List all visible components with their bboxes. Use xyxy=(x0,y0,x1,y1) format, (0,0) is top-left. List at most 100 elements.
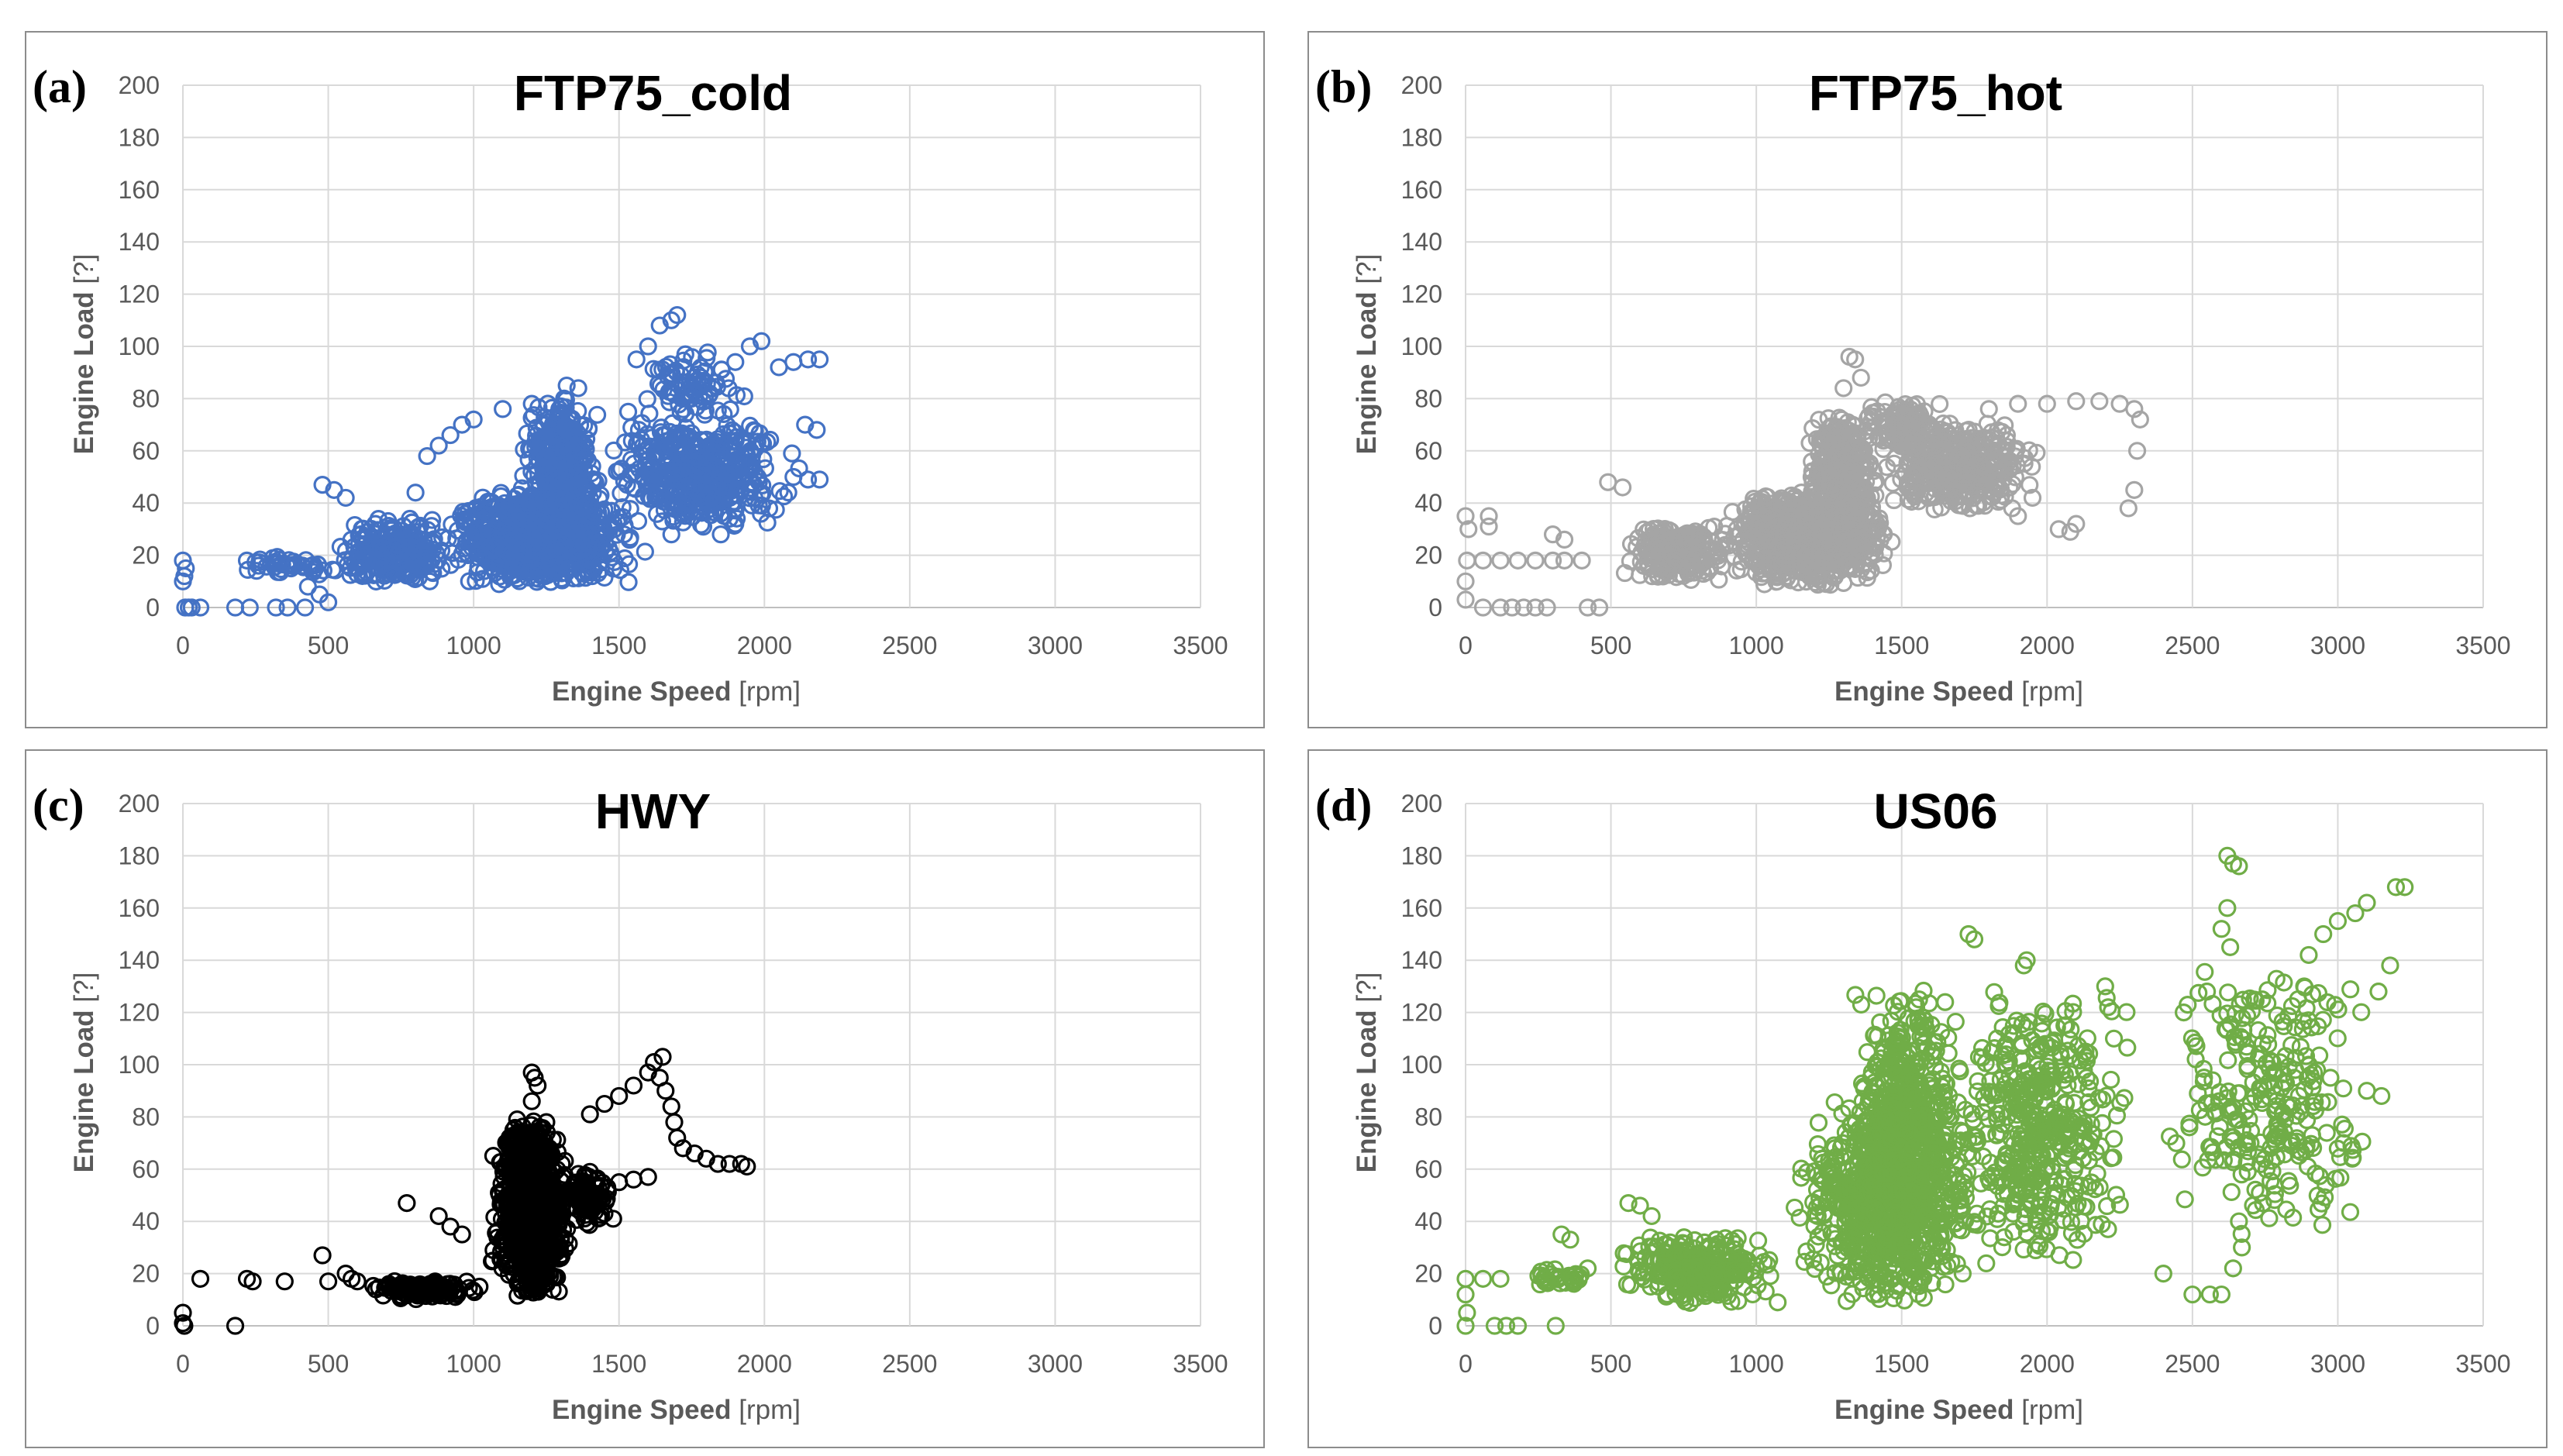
data-point xyxy=(2049,520,2068,539)
x-tick-label: 3000 xyxy=(1028,1350,1083,1378)
data-point xyxy=(548,453,567,473)
data-point xyxy=(453,545,471,563)
data-point xyxy=(406,484,425,502)
y-axis-label-unit: [?] xyxy=(69,254,99,284)
data-point xyxy=(405,549,423,567)
data-point xyxy=(668,305,687,325)
y-tick-label: 120 xyxy=(119,281,160,308)
y-tick-label: 180 xyxy=(119,123,160,151)
ftp75-hot-cluster-2 xyxy=(1878,414,2046,519)
data-point xyxy=(490,555,508,573)
x-tick-label: 3500 xyxy=(2455,632,2510,659)
data-point xyxy=(671,403,690,422)
data-point xyxy=(650,316,669,335)
data-point xyxy=(519,563,539,582)
panel-letter: (a) xyxy=(33,61,87,112)
data-point xyxy=(637,441,656,460)
x-tick-label: 500 xyxy=(308,1350,349,1378)
y-tick-label: 40 xyxy=(1414,489,1442,517)
data-point xyxy=(1750,532,1769,551)
data-point xyxy=(735,387,753,406)
data-point xyxy=(1679,547,1698,566)
data-point xyxy=(715,404,733,424)
data-point xyxy=(1573,551,1591,570)
data-point xyxy=(613,498,632,517)
data-point xyxy=(1902,492,1921,511)
data-point xyxy=(463,531,481,549)
data-point xyxy=(1821,477,1839,495)
data-point xyxy=(1979,400,1998,418)
data-point xyxy=(1865,474,1884,493)
data-point xyxy=(463,509,482,528)
data-point xyxy=(375,571,394,590)
x-axis-label-unit: [rpm] xyxy=(739,676,801,707)
data-point xyxy=(336,488,355,508)
data-point xyxy=(1908,407,1927,425)
data-point xyxy=(1814,528,1834,547)
y-tick-label: 60 xyxy=(1414,437,1442,465)
data-point xyxy=(522,408,541,427)
x-axis-label: Engine Speed [rpm] xyxy=(1834,676,2083,707)
data-point xyxy=(177,559,195,578)
data-point xyxy=(708,473,727,492)
y-tick-label: 120 xyxy=(119,999,160,1027)
data-point xyxy=(1665,554,1683,573)
data-point xyxy=(1694,564,1713,583)
x-tick-label: 1000 xyxy=(446,632,501,659)
data-point xyxy=(352,525,370,544)
x-tick-label: 3500 xyxy=(1173,632,1228,659)
y-tick-label: 80 xyxy=(1414,384,1442,412)
data-point xyxy=(662,525,680,544)
data-point xyxy=(774,487,794,506)
ftp75-hot-cluster-3 xyxy=(1615,518,1735,590)
data-point xyxy=(608,525,626,544)
data-point xyxy=(1852,559,1871,578)
data-point xyxy=(1827,460,1845,479)
y-tick-label: 100 xyxy=(1401,332,1442,360)
data-point xyxy=(1820,506,1839,525)
x-tick-label: 1500 xyxy=(591,632,646,659)
data-point xyxy=(1950,446,1969,464)
data-point xyxy=(798,350,818,369)
data-point xyxy=(1845,475,1864,494)
data-point xyxy=(592,503,611,521)
data-point xyxy=(417,549,436,568)
data-point xyxy=(796,415,815,434)
data-point xyxy=(677,384,696,402)
data-point xyxy=(518,424,536,443)
data-point xyxy=(323,560,342,579)
data-point xyxy=(677,480,696,499)
data-point xyxy=(499,528,518,546)
data-point xyxy=(1846,433,1865,452)
data-point xyxy=(1972,465,1991,484)
x-tick-label: 500 xyxy=(1590,632,1631,659)
data-point xyxy=(1785,553,1803,572)
data-point xyxy=(612,460,631,478)
x-axis-label-name: Engine Speed xyxy=(1834,676,2014,707)
y-tick-label: 80 xyxy=(132,384,160,412)
data-point xyxy=(752,332,771,350)
data-point xyxy=(475,549,494,567)
data-point xyxy=(357,529,375,548)
chart-title: FTP75_cold xyxy=(514,65,792,121)
ftp75-cold-cluster-3 xyxy=(331,509,451,591)
data-point xyxy=(567,490,586,509)
data-point xyxy=(1613,478,1632,497)
y-tick-label: 0 xyxy=(146,1312,160,1340)
x-tick-label: 3500 xyxy=(1173,1350,1228,1378)
data-point xyxy=(543,427,562,446)
y-tick-label: 200 xyxy=(119,71,160,99)
data-point xyxy=(1700,518,1718,537)
data-point xyxy=(529,562,548,580)
data-point xyxy=(740,337,760,356)
data-point xyxy=(264,549,282,567)
x-tick-label: 3000 xyxy=(2310,632,2365,659)
data-point xyxy=(659,442,677,460)
data-point xyxy=(711,445,730,463)
data-point xyxy=(514,518,532,536)
y-tick-label: 20 xyxy=(132,1260,160,1288)
data-point xyxy=(1907,465,1926,484)
data-point xyxy=(1755,563,1775,583)
data-point xyxy=(453,415,471,434)
